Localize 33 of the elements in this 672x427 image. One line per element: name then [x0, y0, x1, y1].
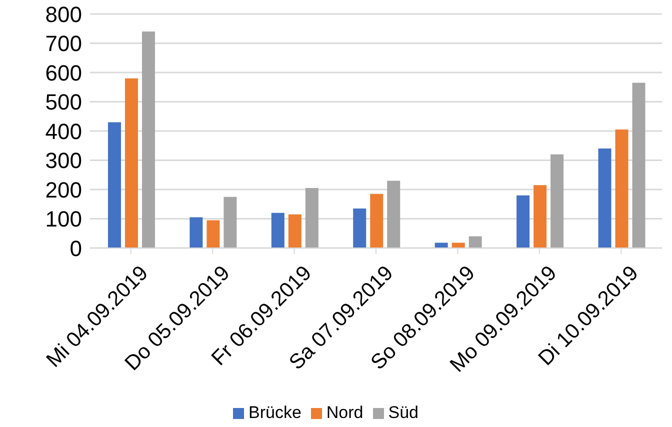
bar: [370, 194, 384, 248]
bar: [190, 217, 203, 248]
bar: [615, 130, 628, 248]
y-tick-label: 0: [70, 236, 82, 261]
bar: [271, 212, 284, 248]
y-tick-label: 300: [45, 148, 82, 174]
bar: [534, 185, 547, 248]
bar: [305, 188, 318, 248]
bar: [434, 242, 448, 248]
y-tick-label: 400: [45, 118, 82, 144]
bar: [468, 236, 482, 248]
bar: [387, 180, 400, 248]
bar: [353, 208, 366, 248]
bar: [550, 154, 564, 248]
legend-label: Brücke: [248, 403, 302, 422]
y-tick-label: 100: [45, 206, 82, 232]
bar: [288, 214, 302, 248]
bar: [598, 148, 612, 248]
bar: [108, 122, 121, 248]
legend-label: Süd: [388, 403, 419, 422]
bar: [632, 82, 646, 248]
bar: [452, 242, 465, 248]
y-tick-label: 200: [45, 177, 82, 202]
bar: [142, 32, 155, 248]
bar: [516, 195, 530, 248]
bar: [206, 220, 220, 248]
y-tick-label: 600: [45, 60, 82, 86]
bar: [124, 78, 138, 248]
bar: [224, 196, 237, 248]
y-tick-label: 700: [45, 31, 82, 56]
y-tick-label: 800: [45, 2, 82, 27]
y-tick-label: 500: [45, 90, 82, 115]
legend-label: Nord: [326, 403, 364, 422]
